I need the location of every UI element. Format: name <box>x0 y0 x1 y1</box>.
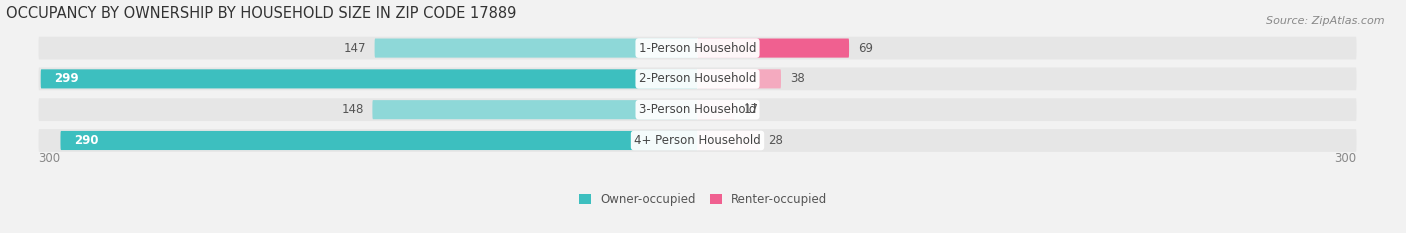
Text: 4+ Person Household: 4+ Person Household <box>634 134 761 147</box>
Text: 17: 17 <box>744 103 759 116</box>
Text: Source: ZipAtlas.com: Source: ZipAtlas.com <box>1267 16 1385 26</box>
Text: 69: 69 <box>858 41 873 55</box>
FancyBboxPatch shape <box>374 38 697 58</box>
Text: 38: 38 <box>790 72 804 85</box>
Text: 148: 148 <box>342 103 364 116</box>
FancyBboxPatch shape <box>60 131 697 150</box>
Text: 1-Person Household: 1-Person Household <box>638 41 756 55</box>
Legend: Owner-occupied, Renter-occupied: Owner-occupied, Renter-occupied <box>579 193 827 206</box>
FancyBboxPatch shape <box>38 129 1357 152</box>
Text: 299: 299 <box>53 72 79 85</box>
Text: OCCUPANCY BY OWNERSHIP BY HOUSEHOLD SIZE IN ZIP CODE 17889: OCCUPANCY BY OWNERSHIP BY HOUSEHOLD SIZE… <box>6 6 516 21</box>
Text: 3-Person Household: 3-Person Household <box>638 103 756 116</box>
FancyBboxPatch shape <box>697 100 735 119</box>
Text: 2-Person Household: 2-Person Household <box>638 72 756 85</box>
FancyBboxPatch shape <box>38 98 1357 121</box>
Text: 147: 147 <box>343 41 366 55</box>
FancyBboxPatch shape <box>38 37 1357 59</box>
FancyBboxPatch shape <box>697 38 849 58</box>
FancyBboxPatch shape <box>41 69 697 89</box>
FancyBboxPatch shape <box>38 68 1357 90</box>
FancyBboxPatch shape <box>697 69 780 89</box>
Text: 300: 300 <box>38 152 60 165</box>
Text: 290: 290 <box>73 134 98 147</box>
Text: 300: 300 <box>1334 152 1357 165</box>
Text: 28: 28 <box>768 134 783 147</box>
FancyBboxPatch shape <box>697 131 759 150</box>
FancyBboxPatch shape <box>373 100 697 119</box>
